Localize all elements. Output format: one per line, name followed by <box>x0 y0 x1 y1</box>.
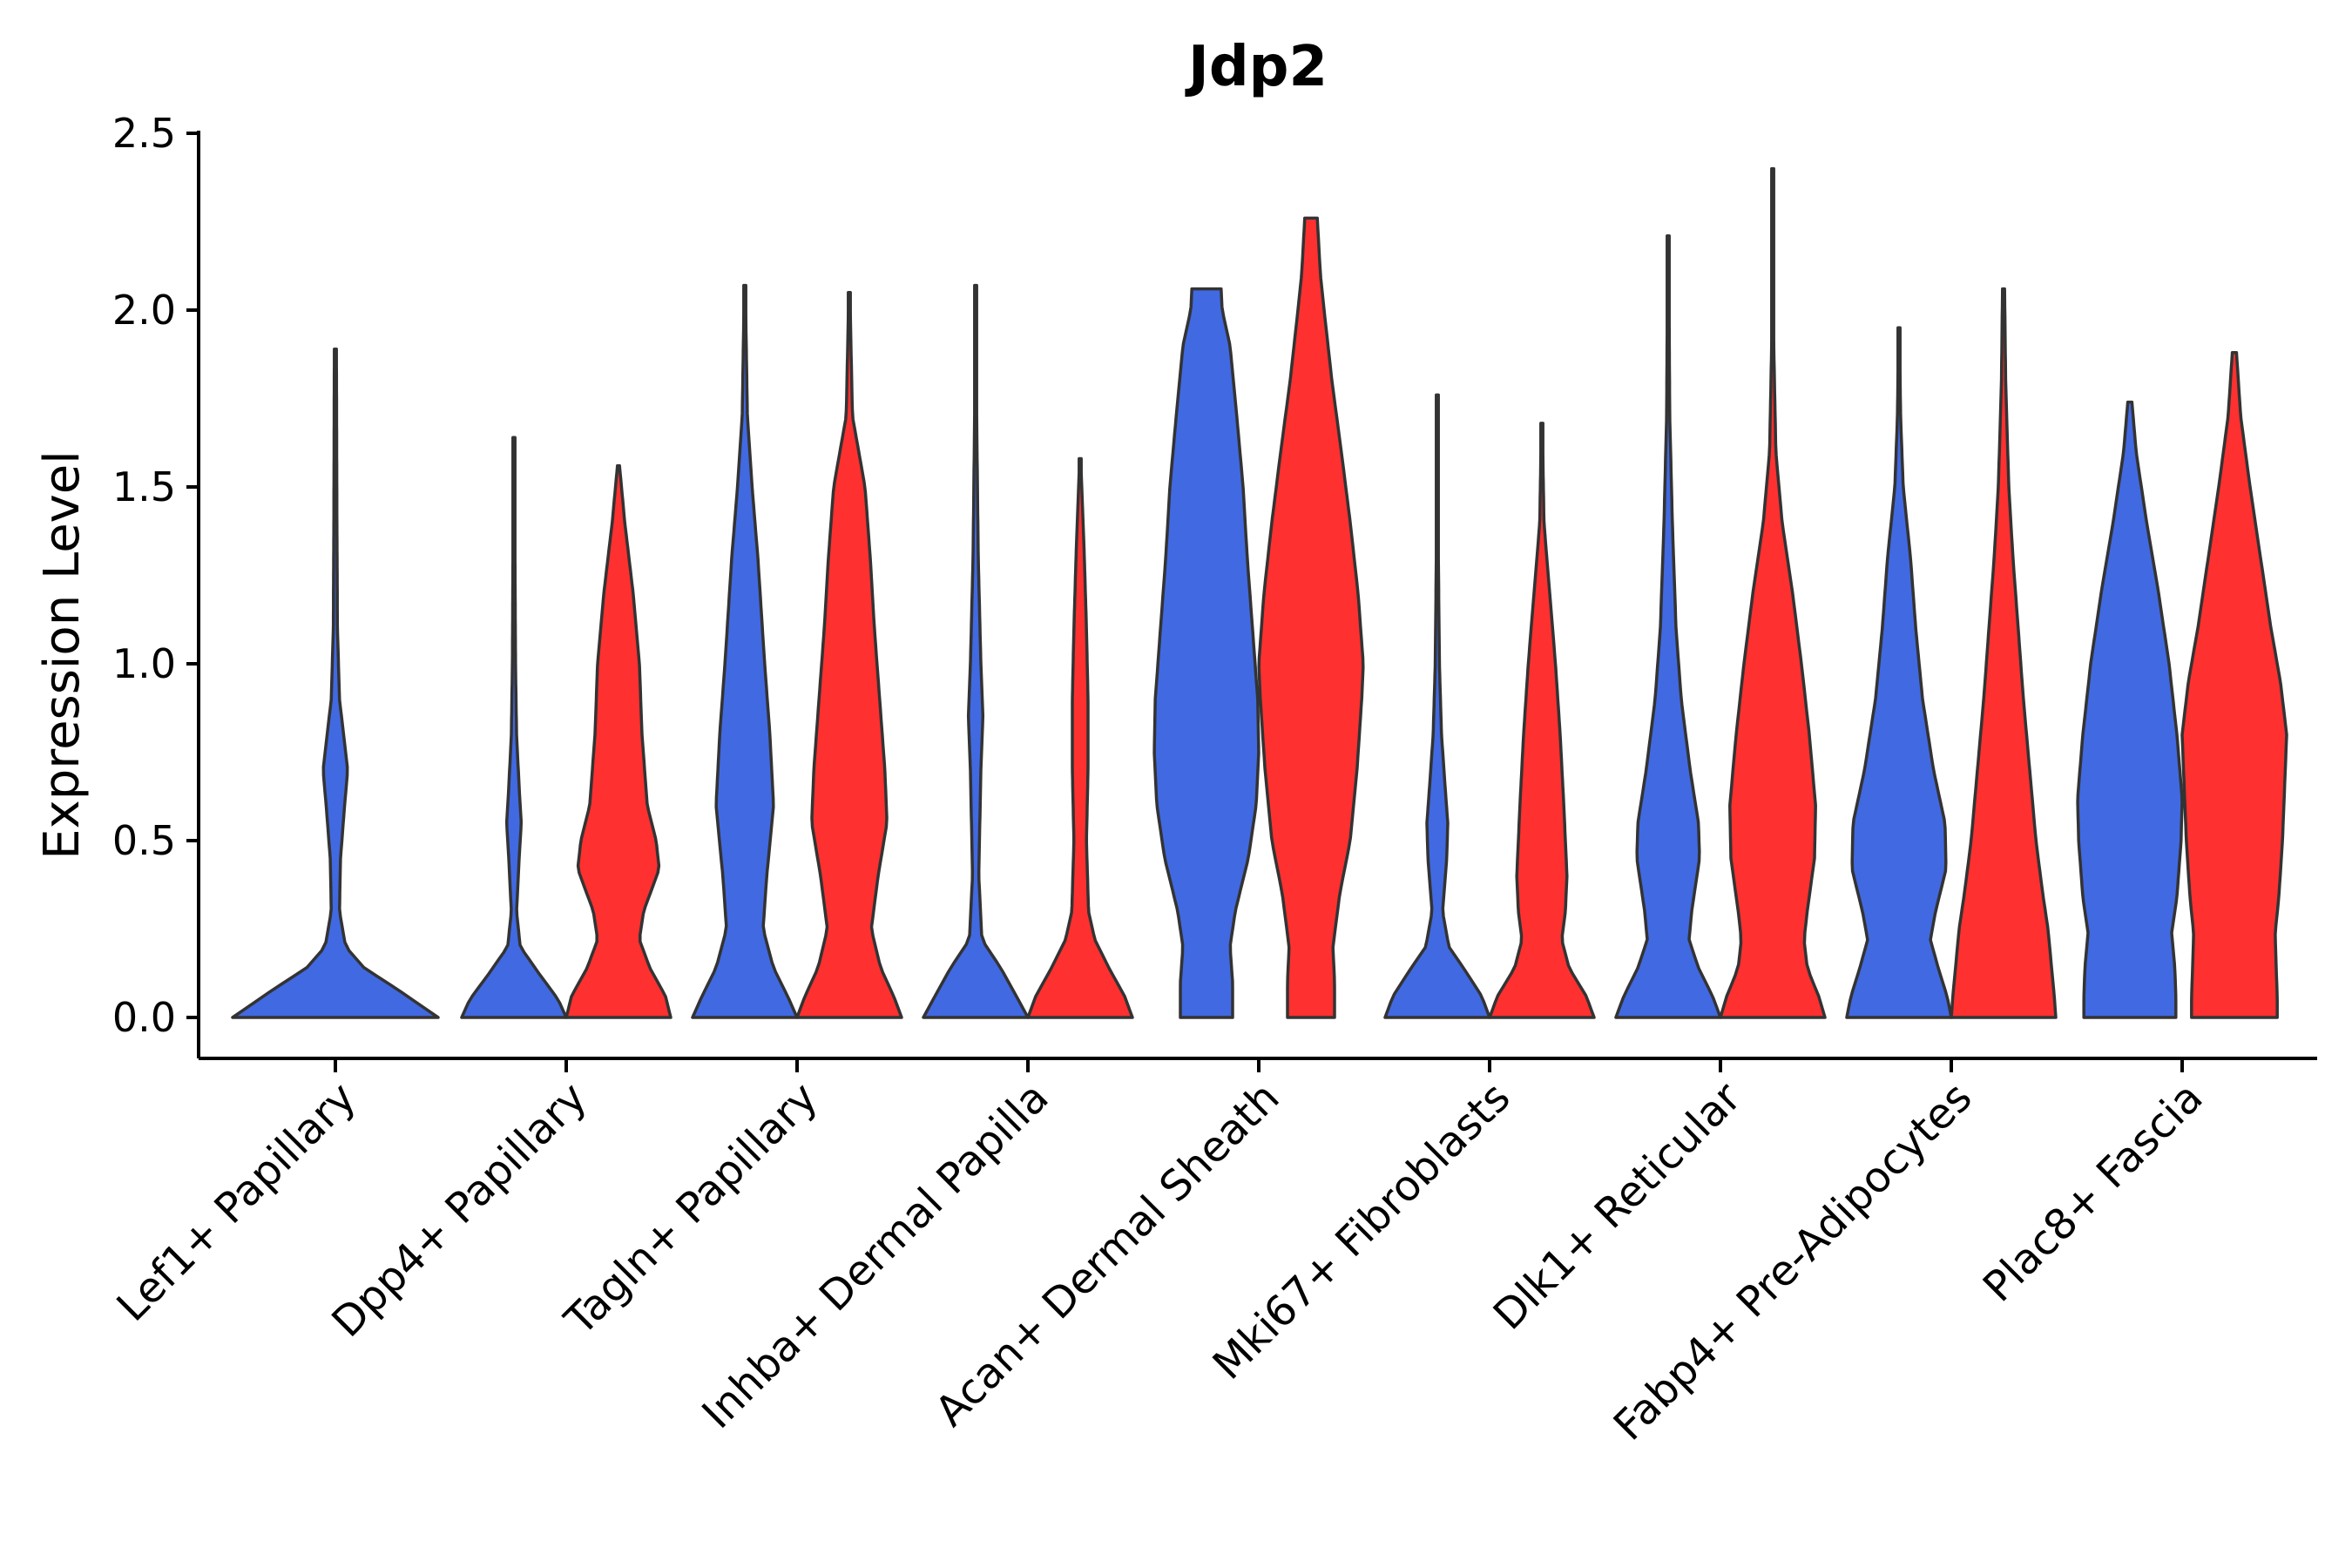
x-category-label: Dlk1+ Reticular <box>1484 1073 1751 1340</box>
y-axis-label: Expression Level <box>34 450 91 860</box>
x-category-label: Lef1+ Papillary <box>108 1073 366 1331</box>
chart-title: Jdp2 <box>1185 35 1328 99</box>
violin-6-red <box>1488 422 1596 1019</box>
y-tick-label: 2.5 <box>112 110 176 157</box>
violin-5-blue <box>1152 287 1260 1019</box>
y-tick-label: 2.0 <box>112 287 176 334</box>
y-tick-label: 0.5 <box>112 817 176 864</box>
violin-8-blue <box>1845 326 1953 1019</box>
y-tick-label: 1.0 <box>112 640 176 687</box>
violin-7-blue <box>1614 233 1722 1019</box>
violins-layer <box>231 166 2288 1019</box>
y-tick-label: 1.5 <box>112 463 176 510</box>
x-category-label: Tagln+ Papillary <box>555 1073 827 1345</box>
x-category-label: Dpp4+ Papillary <box>322 1073 596 1347</box>
violin-2-blue <box>460 436 568 1019</box>
violin-4-blue <box>922 283 1030 1019</box>
violin-1-blue <box>231 347 440 1019</box>
violin-3-blue <box>691 283 799 1019</box>
violin-9-red <box>2180 350 2288 1019</box>
x-category-label: Plac8+ Fascia <box>1974 1073 2213 1312</box>
violin-5-red <box>1257 216 1365 1019</box>
violin-3-red <box>795 290 903 1019</box>
violin-6-blue <box>1383 393 1491 1019</box>
y-tick-label: 0.0 <box>112 994 176 1041</box>
violin-4-red <box>1026 456 1134 1019</box>
violin-9-blue <box>2076 400 2184 1019</box>
violin-2-red <box>564 463 672 1019</box>
violin-7-red <box>1719 166 1827 1019</box>
violin-8-red <box>1950 287 2058 1019</box>
